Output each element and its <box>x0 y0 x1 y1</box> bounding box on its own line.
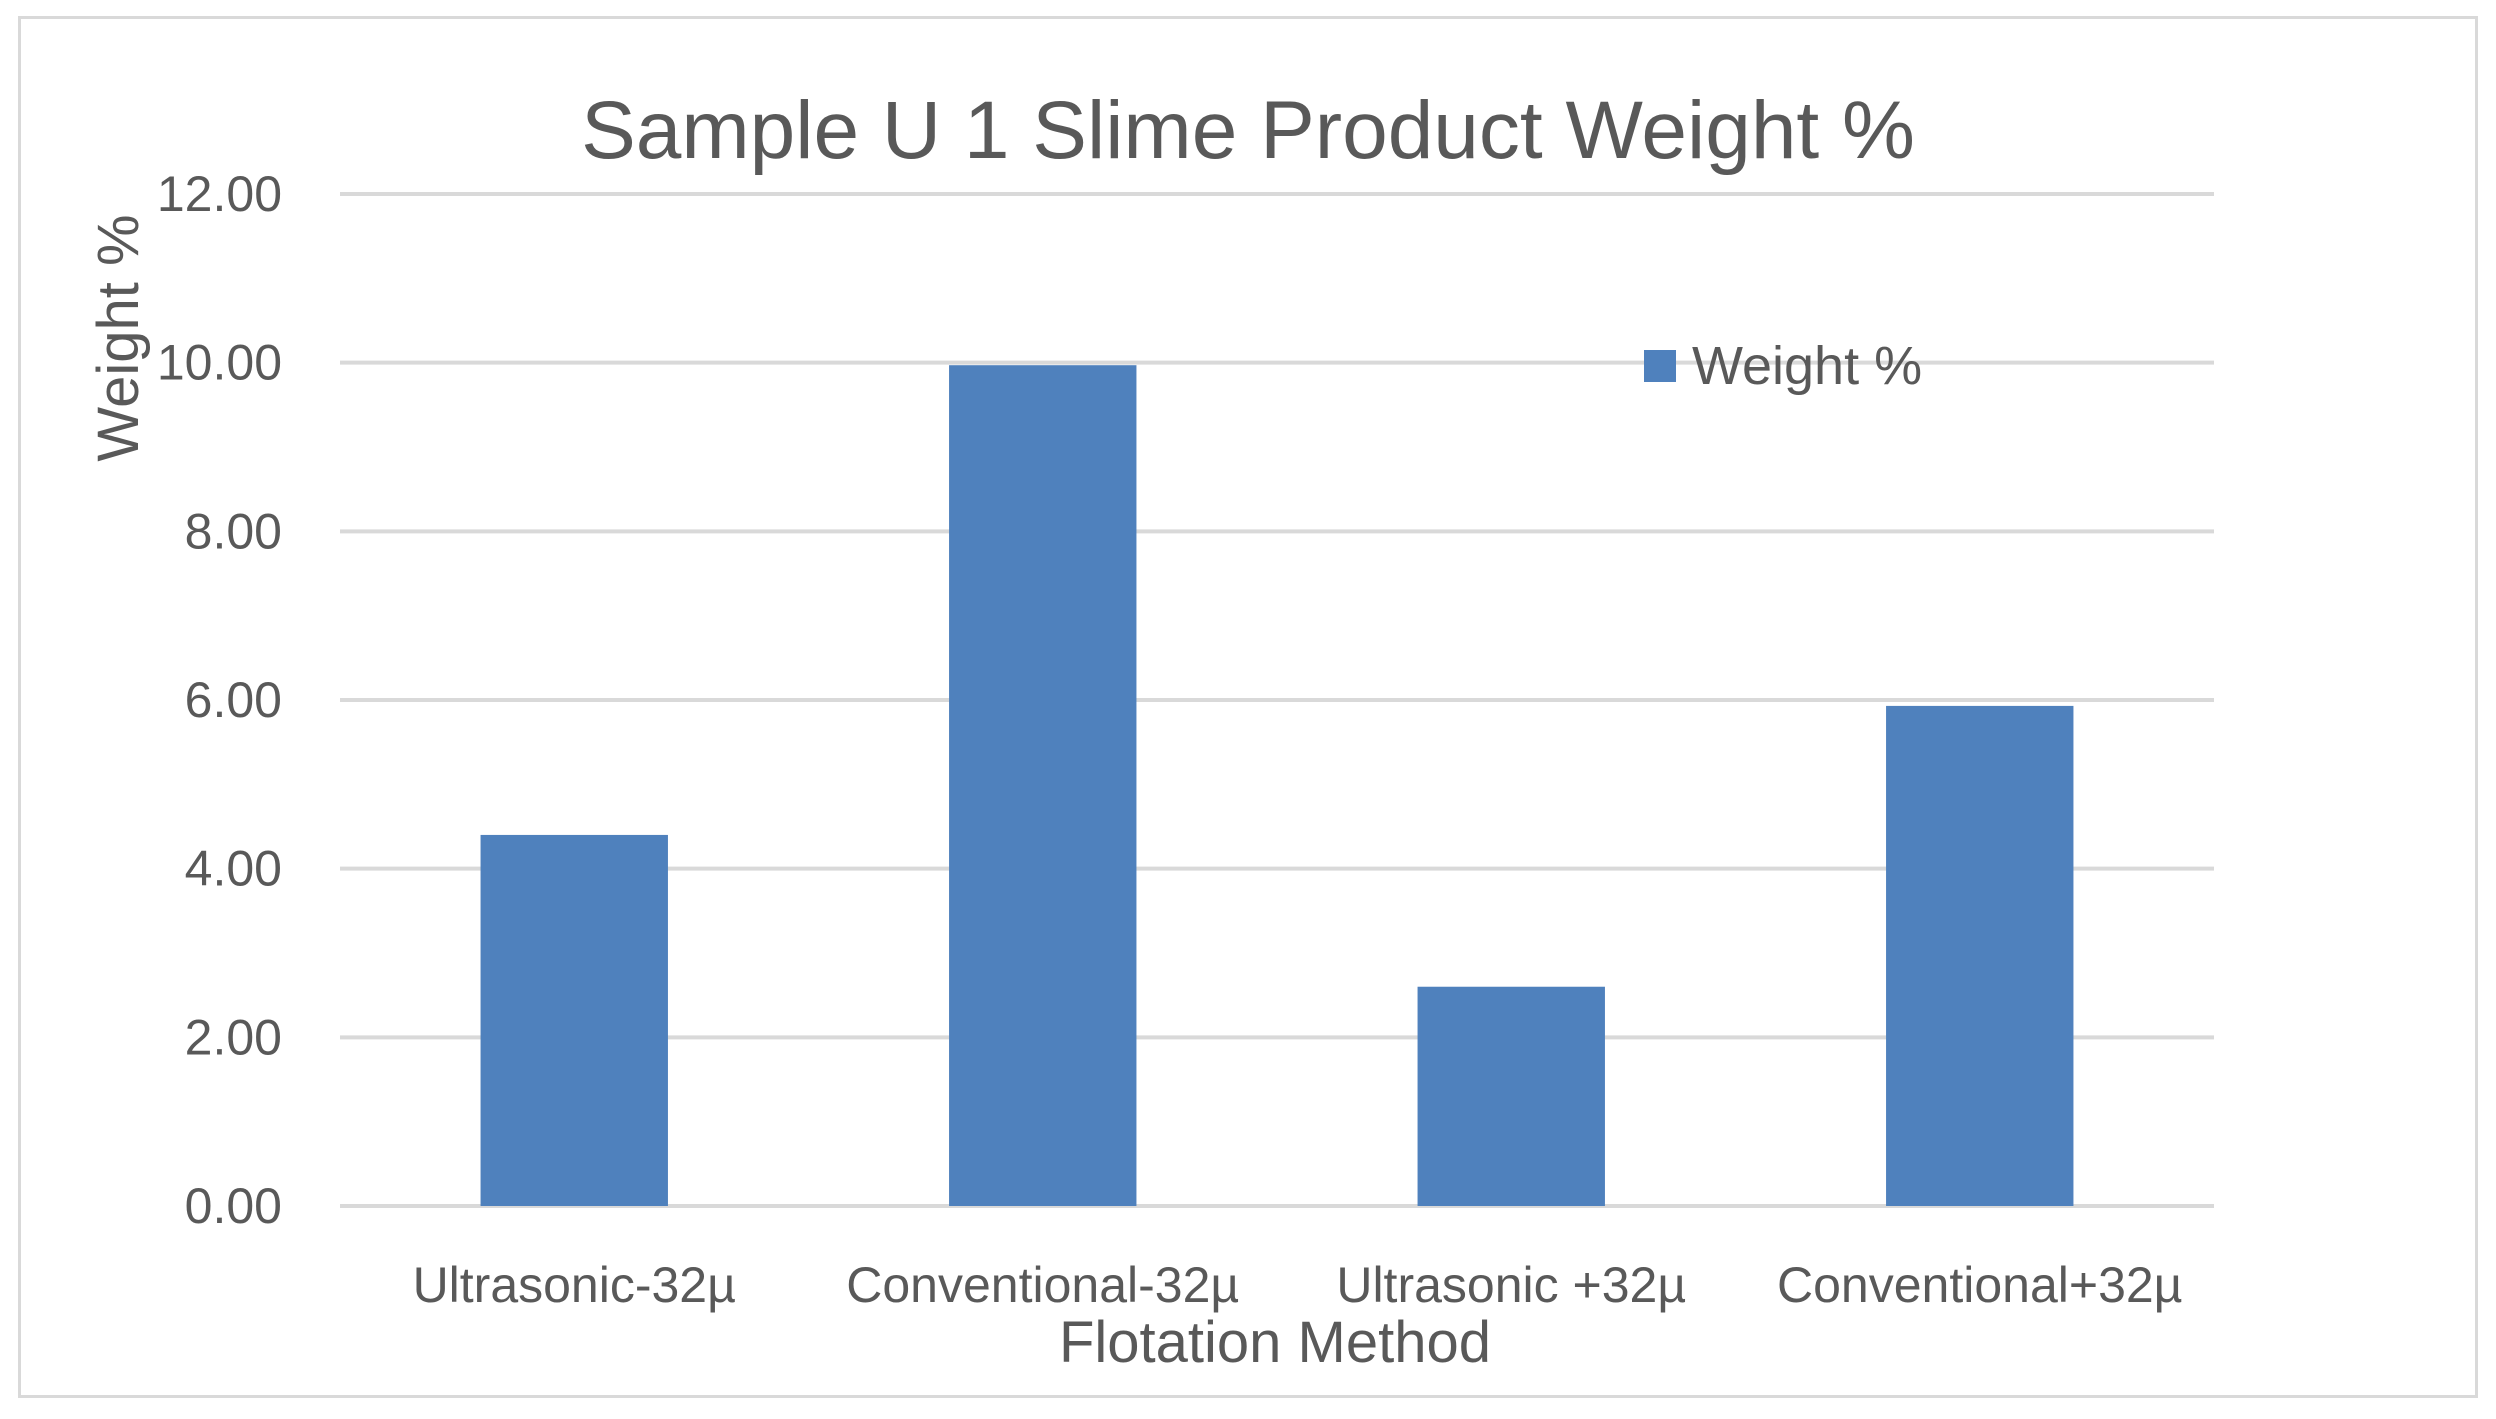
y-tick-label: 12.00 <box>157 166 282 222</box>
bar <box>1886 705 2074 1206</box>
bar <box>949 365 1137 1206</box>
y-tick-label: 6.00 <box>185 672 282 728</box>
y-tick-label: 2.00 <box>185 1009 282 1065</box>
bars <box>480 365 2074 1206</box>
y-tick-label: 10.00 <box>157 335 282 391</box>
x-category-label: Conventional+32µ <box>1777 1257 2183 1313</box>
x-category-label: Ultrasonic +32µ <box>1336 1257 1686 1313</box>
legend: Weight % <box>1644 336 1922 396</box>
y-tick-label: 4.00 <box>185 841 282 897</box>
x-axis-title: Flotation Method <box>1059 1310 1491 1375</box>
y-tick-label: 0.00 <box>185 1178 282 1234</box>
bar <box>480 834 668 1206</box>
chart-title: Sample U 1 Slime Product Weight % <box>581 85 1915 176</box>
bar <box>1417 986 1605 1206</box>
legend-swatch <box>1644 350 1676 382</box>
y-tick-label: 8.00 <box>185 503 282 559</box>
x-category-label: Conventional-32µ <box>846 1257 1239 1313</box>
y-axis-ticks: 0.00 2.00 4.00 6.00 8.00 10.00 12.00 <box>157 166 282 1234</box>
legend-label: Weight % <box>1692 336 1922 396</box>
y-axis-title: Weight % <box>86 214 151 461</box>
x-category-label: Ultrasonic-32µ <box>413 1257 736 1313</box>
x-axis-categories: Ultrasonic-32µ Conventional-32µ Ultrasonic… <box>413 1257 2183 1313</box>
